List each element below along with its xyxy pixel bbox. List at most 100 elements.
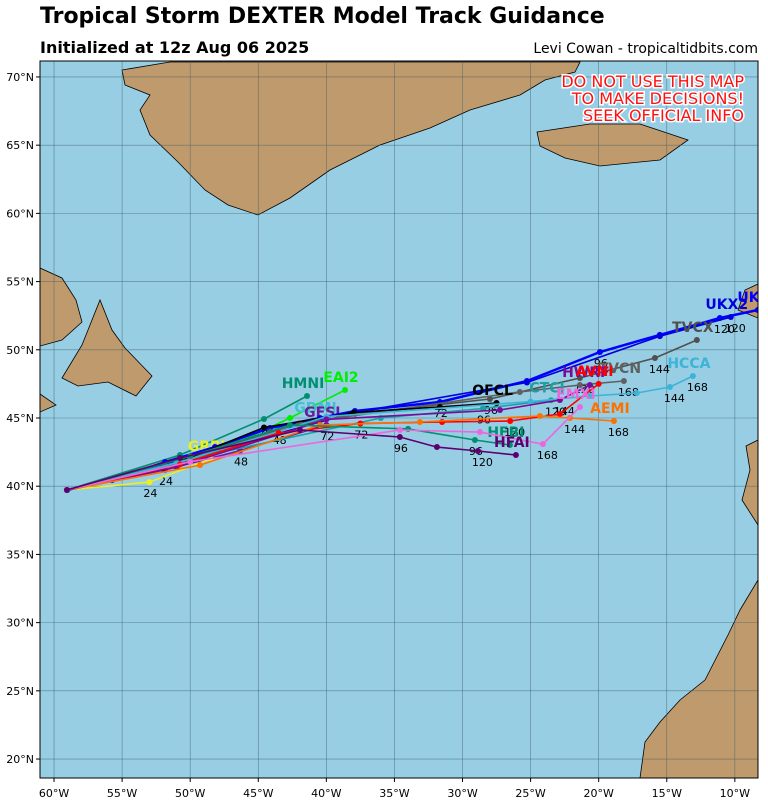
track-point — [576, 403, 583, 410]
lat-tick-label: 55°N — [6, 276, 34, 289]
forecast-hour-label: 96 — [477, 413, 491, 426]
model-label: HCCA — [667, 356, 710, 372]
forecast-hour-label: 144 — [649, 363, 670, 376]
lat-tick-label: 40°N — [6, 480, 34, 493]
model-track: 96 HFBI — [63, 421, 524, 494]
forecast-hour-label: 72 — [320, 430, 334, 443]
track-point — [507, 418, 514, 425]
lon-tick-label: 35°W — [379, 787, 409, 800]
forecast-hour-label: 96 — [594, 357, 608, 370]
model-track: 168 EMXI — [63, 387, 596, 494]
forecast-hour-label: 96 — [394, 442, 408, 455]
track-point — [523, 379, 530, 386]
track-point — [433, 444, 440, 451]
axes: 60°W 55°W 50°W 45°W 40°W 35°W 30°W 25°W 20°W 15°W… — [6, 71, 750, 800]
forecast-hour-label: 168 — [687, 381, 708, 394]
warning-line: TO MAKE DECISIONS! — [571, 89, 744, 108]
forecast-hour-label: 168 — [608, 426, 629, 439]
forecast-hour-label: 120 — [725, 322, 746, 335]
lon-tick-label: 55°W — [107, 787, 137, 800]
ocean — [40, 61, 758, 778]
track-point — [479, 405, 486, 412]
track-point — [63, 487, 70, 494]
model-label: GDMI — [294, 401, 336, 417]
track-point — [187, 458, 194, 465]
lon-tick-label: 50°W — [175, 787, 205, 800]
lat-tick-label: 70°N — [6, 71, 34, 84]
track-point — [416, 418, 423, 425]
forecast-hour-label: 48 — [234, 456, 248, 469]
track-point — [304, 393, 311, 400]
track-point — [586, 381, 593, 388]
lon-tick-label: 60°W — [39, 787, 69, 800]
track-line — [66, 406, 581, 491]
track-point — [323, 416, 330, 423]
model-label: AVNI — [576, 364, 614, 380]
track-point — [342, 387, 349, 394]
warning-line: SEEK OFFICIAL INFO — [583, 106, 744, 125]
lon-tick-label: 45°W — [243, 787, 273, 800]
track-point — [633, 390, 640, 397]
model-label: HFAI — [494, 435, 530, 451]
track-line — [66, 424, 511, 491]
warning-line: DO NOT USE THIS MAP — [561, 72, 744, 91]
track-point — [586, 393, 593, 400]
track-point — [754, 306, 758, 313]
lat-tick-label: 65°N — [6, 139, 34, 152]
model-label: EAI2 — [323, 370, 358, 386]
forecast-hour-label: 144 — [664, 392, 685, 405]
track-point — [512, 451, 519, 458]
forecast-hour-label: 168 — [537, 449, 558, 462]
track-point — [296, 427, 303, 434]
track-point — [596, 348, 603, 355]
lon-tick-label: 30°W — [447, 787, 477, 800]
track-point — [396, 433, 403, 440]
lat-tick-label: 25°N — [6, 685, 34, 698]
track-point — [556, 411, 563, 418]
forecast-hour-label: 24 — [159, 475, 173, 488]
track-point — [610, 418, 617, 425]
map-frame — [39, 60, 759, 779]
track-point — [496, 406, 503, 413]
forecast-hour-label: 168 — [618, 386, 639, 399]
track-line — [66, 384, 591, 491]
track-point — [146, 479, 153, 486]
track-point — [539, 441, 546, 448]
model-label: HWRF — [562, 365, 610, 381]
model-label: TVCX — [672, 320, 714, 336]
track-point — [196, 462, 203, 469]
model-label: UKX — [737, 290, 768, 306]
track-point — [595, 380, 602, 387]
track-point — [286, 414, 293, 421]
track-line — [66, 395, 308, 491]
lat-tick-label: 45°N — [6, 412, 34, 425]
model-label: EMXI — [556, 387, 596, 403]
forecast-hour-label: 120 — [714, 323, 735, 336]
track-point — [620, 378, 627, 385]
model-label: HMNI — [282, 376, 325, 392]
track-point — [260, 424, 267, 431]
credit: Levi Cowan - tropicaltidbits.com — [533, 41, 758, 57]
lon-tick-label: 15°W — [652, 787, 682, 800]
track-point — [689, 372, 696, 379]
model-label: UKX2 — [705, 297, 748, 313]
track-point — [476, 429, 483, 436]
track-point — [316, 421, 323, 428]
track-point — [516, 388, 523, 395]
track-point — [536, 412, 543, 419]
forecast-hour-label: 24 — [143, 487, 157, 500]
model-label: TVCN — [599, 361, 641, 377]
track-point — [693, 336, 700, 343]
model-label: AEMI — [590, 401, 630, 417]
track-point — [474, 448, 481, 455]
model-label: CTCI — [529, 380, 564, 396]
forecast-hour-label: 120 — [504, 426, 525, 439]
land — [40, 61, 758, 778]
track-point — [486, 396, 493, 403]
lat-tick-label: 60°N — [6, 207, 34, 220]
track-point — [396, 427, 403, 434]
warning: DO NOT USE THIS MAP TO MAKE DECISIONS! S… — [560, 71, 746, 127]
